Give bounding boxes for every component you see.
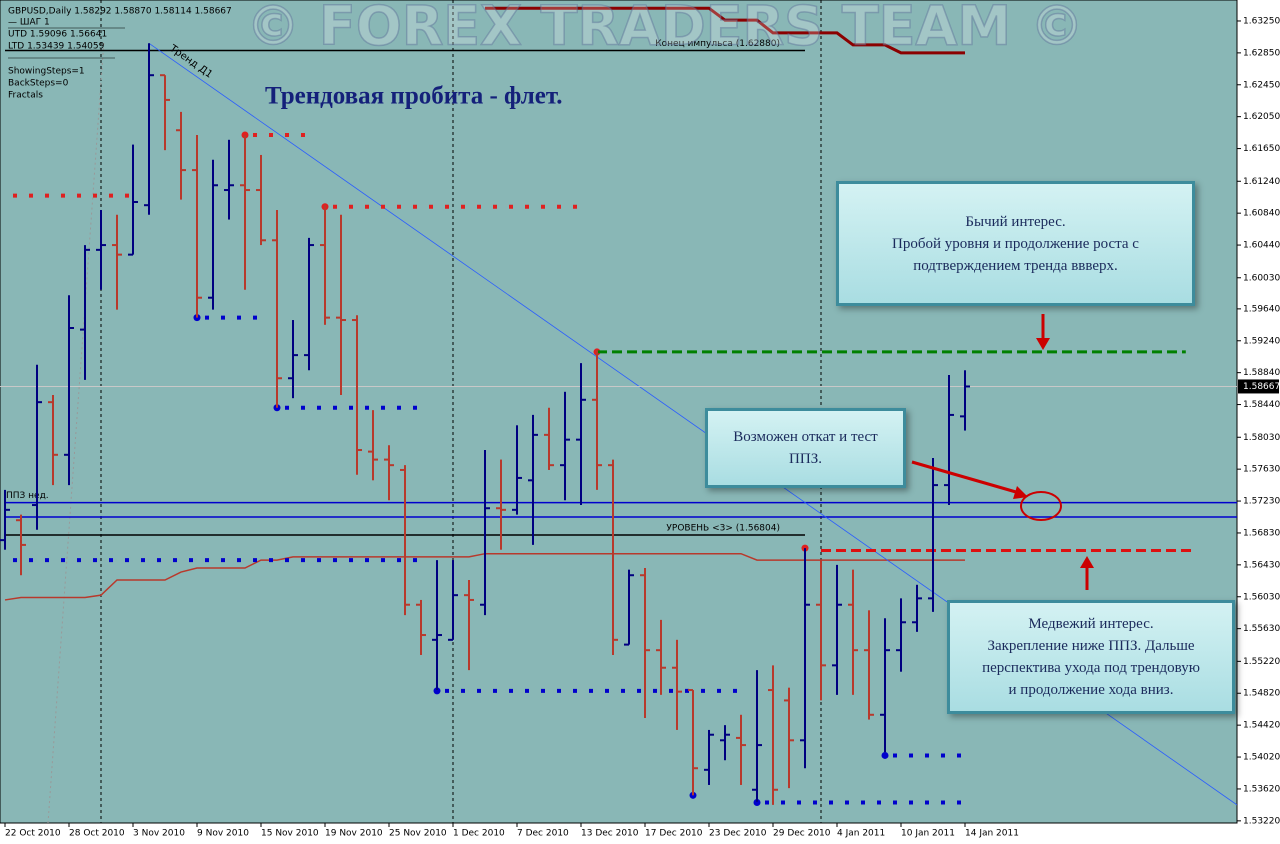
note-box: Медвежий интерес. Закрепление ниже ППЗ. …: [947, 600, 1235, 714]
info-panel: GBPUSD,Daily 1.58292 1.58870 1.58114 1.5…: [8, 7, 232, 101]
info-line: GBPUSD,Daily 1.58292 1.58870 1.58114 1.5…: [8, 7, 232, 17]
info-line: BackSteps=0: [8, 79, 69, 89]
axis-layer: 1.63250 1.62850 1.62450 1.62050 1.61650 1.612…: [4, 16, 1280, 839]
x-tick-label: 25 Nov 2010: [389, 829, 447, 839]
y-tick-label: 1.55630: [1243, 624, 1280, 634]
y-tick-label: 1.54020: [1243, 753, 1280, 763]
y-tick-label: 1.57230: [1243, 497, 1280, 507]
info-line: Fractals: [8, 91, 43, 101]
price-label: 1.58667: [1243, 382, 1280, 392]
y-tick-label: 1.58030: [1243, 433, 1280, 443]
y-tick-label: 1.58440: [1243, 400, 1280, 410]
y-tick-label: 1.53620: [1243, 784, 1280, 794]
level-label: Конец импульса (1.62880): [655, 39, 780, 49]
note-box: Бычий интерес. Пробой уровня и продолжен…: [836, 181, 1195, 306]
y-tick-label: 1.60440: [1243, 241, 1280, 251]
y-tick-label: 1.56030: [1243, 592, 1280, 602]
x-tick-label: 15 Nov 2010: [261, 829, 319, 839]
note-line: Пробой уровня и продолжение роста с: [892, 235, 1139, 252]
arrow: [911, 460, 1017, 494]
y-tick-label: 1.55220: [1243, 657, 1280, 667]
note-line: Возможен откат и тест: [733, 429, 878, 445]
y-tick-label: 1.61240: [1243, 177, 1280, 187]
note-line: ППЗ.: [789, 451, 822, 467]
upper-band: [485, 6, 965, 55]
note-line: подтверждением тренда ввверх.: [913, 257, 1118, 274]
fractal-dot: [881, 751, 889, 759]
note-line: перспектива ухода под трендовую: [982, 660, 1200, 676]
y-tick-label: 1.56830: [1243, 528, 1280, 538]
y-tick-label: 1.57630: [1243, 465, 1280, 475]
x-tick-label: 13 Dec 2010: [581, 829, 639, 839]
arrow-head: [1013, 486, 1028, 499]
y-tick-label: 1.62050: [1243, 112, 1280, 122]
y-tick-label: 1.62450: [1243, 80, 1280, 90]
x-tick-label: 14 Jan 2011: [965, 829, 1019, 839]
x-tick-label: 17 Dec 2010: [645, 829, 703, 839]
x-tick-label: 28 Oct 2010: [69, 829, 125, 839]
note-box: Возможен откат и тест ППЗ.: [705, 408, 906, 488]
y-tick-label: 1.53220: [1243, 816, 1280, 826]
note-line: Закрепление ниже ППЗ. Дальше: [987, 638, 1195, 654]
highlight-ellipse: [1020, 491, 1062, 521]
fractal-dot: [753, 799, 761, 807]
y-tick-label: 1.61650: [1243, 144, 1280, 154]
y-tick-label: 1.54420: [1243, 721, 1280, 731]
info-line: — ШАГ 1: [8, 18, 50, 28]
info-line: LTD 1.53439 1.54059: [8, 42, 105, 52]
arrow-head: [1080, 556, 1094, 568]
x-tick-label: 9 Nov 2010: [197, 829, 249, 839]
note-line: Медвежий интерес.: [1028, 616, 1154, 632]
y-tick-label: 1.58840: [1243, 368, 1280, 378]
x-tick-label: 10 Jan 2011: [901, 829, 955, 839]
y-tick-label: 1.63250: [1243, 16, 1280, 26]
y-tick-label: 1.60840: [1243, 209, 1280, 219]
y-tick-label: 1.62850: [1243, 48, 1280, 58]
x-tick-label: 22 Oct 2010: [5, 829, 61, 839]
y-tick-label: 1.59640: [1243, 304, 1280, 314]
x-tick-label: 3 Nov 2010: [133, 829, 185, 839]
annotations: [911, 314, 1094, 590]
x-tick-label: 29 Dec 2010: [773, 829, 831, 839]
x-tick-label: 23 Dec 2010: [709, 829, 767, 839]
price-box: [1238, 379, 1279, 394]
bar-layer: [0, 43, 970, 805]
x-tick-label: 1 Dec 2010: [453, 829, 505, 839]
x-tick-label: 4 Jan 2011: [837, 829, 885, 839]
guide-line: [47, 39, 105, 823]
info-line: UTD 1.59096 1.56641: [8, 30, 107, 40]
y-tick-label: 1.60030: [1243, 273, 1280, 283]
arrow-head: [1036, 338, 1050, 350]
level-label: УРОВЕНЬ <3> (1.56804): [666, 524, 780, 534]
chart-title: Трендовая пробита - флет.: [265, 83, 563, 110]
note-line: Бычий интерес.: [965, 213, 1066, 230]
fractal-dot: [433, 687, 441, 695]
watermark: © FOREX TRADERS TEAM ©: [246, 0, 1084, 58]
level-label: ППЗ нед.: [6, 491, 49, 501]
y-tick-label: 1.54820: [1243, 689, 1280, 699]
y-tick-label: 1.56430: [1243, 560, 1280, 570]
y-tick-label: 1.59240: [1243, 336, 1280, 346]
note-line: и продолжение хода вниз.: [1008, 682, 1174, 698]
info-line: ShowingSteps=1: [8, 67, 85, 77]
overlay-layer: Конец импульса (1.62880) УРОВЕНЬ <3> (1.5…: [0, 0, 1237, 823]
x-tick-label: 7 Dec 2010: [517, 829, 569, 839]
x-tick-label: 19 Nov 2010: [325, 829, 383, 839]
